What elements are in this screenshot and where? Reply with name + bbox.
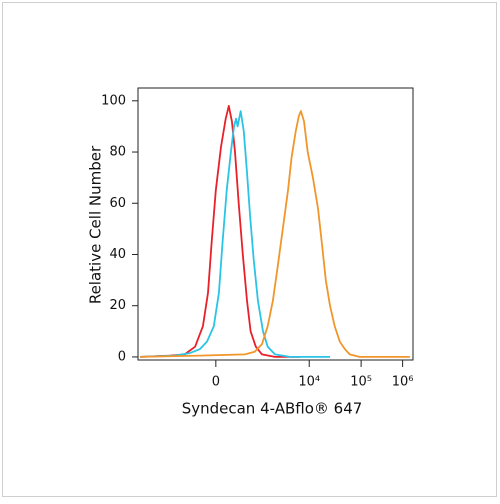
- y-tick-label: 80: [109, 145, 126, 160]
- x-tick-label: 10⁴: [298, 375, 320, 390]
- x-tick-label: 0: [212, 375, 220, 390]
- x-tick-label: 10⁶: [392, 375, 414, 390]
- y-tick-label: 20: [109, 298, 126, 313]
- histogram-line: [140, 110, 330, 358]
- y-tick-label: 60: [109, 196, 126, 211]
- histogram-line: [140, 110, 410, 358]
- histogram-line: [140, 105, 300, 358]
- y-tick-label: 100: [101, 93, 126, 108]
- plot-frame: [137, 87, 414, 361]
- x-tick-label: 10⁵: [350, 375, 372, 390]
- frame-border: [2, 2, 497, 497]
- y-tick-label: 0: [118, 349, 126, 364]
- x-axis-title: Syndecan 4-ABflo® 647: [182, 400, 363, 418]
- y-tick-label: 40: [109, 247, 126, 262]
- y-axis-title: Relative Cell Number: [87, 145, 105, 304]
